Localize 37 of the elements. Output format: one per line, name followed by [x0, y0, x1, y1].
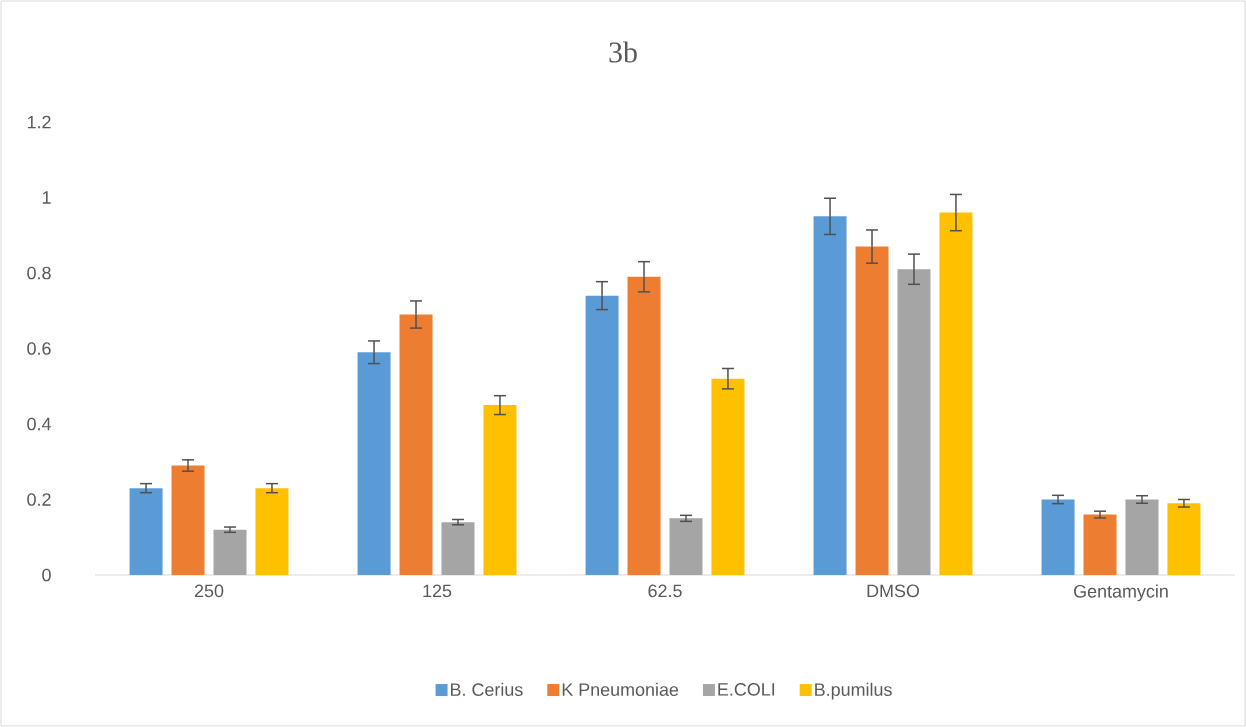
y-tick-label: 0.2: [27, 493, 51, 506]
bar: [357, 352, 391, 575]
bar: [171, 465, 205, 575]
bar: [213, 529, 247, 575]
bar: [399, 314, 433, 575]
bar: [129, 488, 163, 575]
bar: [1041, 499, 1075, 575]
bar: [813, 216, 847, 575]
bar: [585, 295, 619, 575]
bar: [897, 269, 931, 575]
bar: [1125, 499, 1159, 575]
bar: [441, 522, 475, 575]
bar: [483, 405, 517, 575]
bar: [1167, 503, 1201, 575]
bar: [627, 276, 661, 575]
y-tick-label: 0.8: [27, 266, 51, 280]
x-tick-label: DMSO: [867, 584, 920, 598]
x-tick-label: 62.5: [648, 584, 682, 598]
bar: [939, 212, 973, 575]
legend-label: B.pumilus: [815, 682, 892, 700]
bar: [255, 488, 289, 575]
legend-label: E.COLI: [718, 683, 775, 696]
y-tick-label: 0: [42, 568, 51, 582]
x-tick-label: 125: [423, 584, 452, 598]
x-tick-label: Gentamycin: [1074, 584, 1168, 602]
bar: [1083, 514, 1117, 575]
y-tick-label: 1.2: [27, 115, 51, 129]
bar: [711, 378, 745, 575]
y-tick-label: 0.6: [27, 342, 51, 355]
y-tick-label: 0.4: [27, 417, 51, 431]
legend-label: K Pneumoniae: [562, 682, 679, 696]
y-tick-label: 1: [42, 191, 51, 204]
legend-label: B. Cerius: [451, 682, 523, 696]
chart-title: 3b: [609, 41, 637, 63]
bar: [669, 518, 703, 575]
bar: [855, 246, 889, 575]
x-tick-label: 250: [194, 584, 224, 598]
